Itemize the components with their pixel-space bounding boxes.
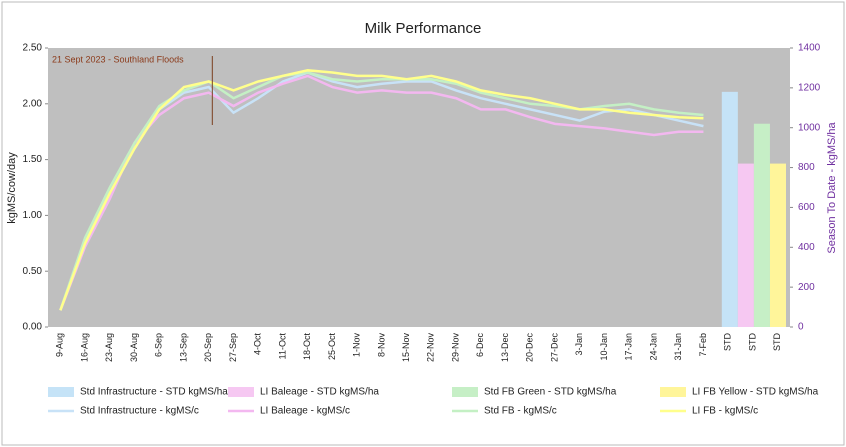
x-tick-label: 22-Nov — [426, 333, 436, 363]
line — [59, 69, 704, 311]
x-tick-label: 6-Sep — [154, 333, 164, 357]
y2-axis-label: Season To Date - kgMS/ha — [826, 121, 838, 253]
x-tick-label: 18-Oct — [302, 333, 312, 361]
x-tick-label: 27-Dec — [549, 333, 559, 363]
x-tick-label: 13-Sep — [178, 333, 188, 362]
x-tick-label: 8-Nov — [376, 333, 386, 358]
x-tick-label: 1-Nov — [352, 333, 362, 358]
legend-swatch — [452, 387, 478, 397]
legend-swatch — [660, 387, 686, 397]
y2-tick-label: 0 — [798, 322, 804, 333]
x-tick-label: 29-Nov — [450, 333, 460, 363]
line — [59, 74, 704, 311]
x-tick-label: 3-Jan — [574, 333, 584, 356]
x-tick-label: 20-Dec — [525, 333, 535, 363]
x-tick-label: STD — [772, 332, 782, 351]
legend-label: LI Baleage - kgMS/c — [260, 406, 350, 417]
legend-swatch — [228, 387, 254, 397]
x-tick-label: 27-Sep — [228, 333, 238, 362]
x-tick-label: 4-Oct — [253, 333, 263, 356]
plot-area — [48, 48, 790, 327]
annotation: 21 Sept 2023 - Southland Floods — [52, 54, 184, 64]
line — [59, 71, 704, 311]
y-tick-label: 0.00 — [23, 322, 43, 333]
y2-tick-label: 1200 — [798, 82, 821, 93]
y2-tick-label: 800 — [798, 162, 815, 173]
y2-tick-label: 1400 — [798, 43, 821, 54]
x-tick-label: 30-Aug — [129, 333, 139, 362]
x-tick-label: 13-Dec — [500, 333, 510, 363]
x-tick-label: 23-Aug — [104, 333, 114, 362]
y-tick-label: 0.50 — [23, 266, 43, 277]
x-tick-label: 25-Oct — [327, 333, 337, 361]
legend-label: LI FB - kgMS/c — [692, 406, 758, 417]
x-tick-label: 20-Sep — [203, 333, 213, 362]
y-tick-label: 1.50 — [23, 154, 43, 165]
x-tick-label: 6-Dec — [475, 333, 485, 358]
x-tick-label: 10-Jan — [599, 333, 609, 361]
x-tick-label: 24-Jan — [648, 333, 658, 361]
legend-label: Std Infrastructure - STD kgMS/ha — [80, 387, 228, 398]
x-tick-label: STD — [723, 332, 733, 351]
x-tick-label: 16-Aug — [79, 333, 89, 362]
y2-tick-label: 200 — [798, 282, 815, 293]
chart-title: Milk Performance — [365, 20, 482, 37]
legend-label: LI Baleage - STD kgMS/ha — [260, 387, 379, 398]
legend-label: LI FB Yellow - STD kgMS/ha — [692, 387, 819, 398]
bar — [737, 163, 754, 327]
y2-tick-label: 1000 — [798, 122, 821, 133]
x-tick-label: 15-Nov — [401, 333, 411, 363]
y2-tick-label: 400 — [798, 242, 815, 253]
y-tick-label: 1.00 — [23, 210, 43, 221]
x-tick-label: 7-Feb — [698, 333, 708, 357]
legend-label: Std Infrastructure - kgMS/c — [80, 406, 199, 417]
legend-label: Std FB - kgMS/c — [484, 406, 557, 417]
y-axis-label: kgMS/cow/day — [6, 152, 18, 224]
x-tick-label: 17-Jan — [624, 333, 634, 361]
legend-swatch — [48, 387, 74, 397]
y-tick-label: 2.50 — [23, 43, 43, 54]
x-tick-label: 31-Jan — [673, 333, 683, 361]
bar — [721, 91, 738, 327]
bar — [769, 163, 786, 327]
x-tick-label: 9-Aug — [55, 333, 65, 357]
x-tick-label: 11-Oct — [277, 333, 287, 360]
x-tick-label: STD — [747, 332, 757, 351]
y2-tick-label: 600 — [798, 202, 815, 213]
bar — [753, 123, 770, 327]
y-tick-label: 2.00 — [23, 98, 43, 109]
legend-label: Std FB Green - STD kgMS/ha — [484, 387, 617, 398]
